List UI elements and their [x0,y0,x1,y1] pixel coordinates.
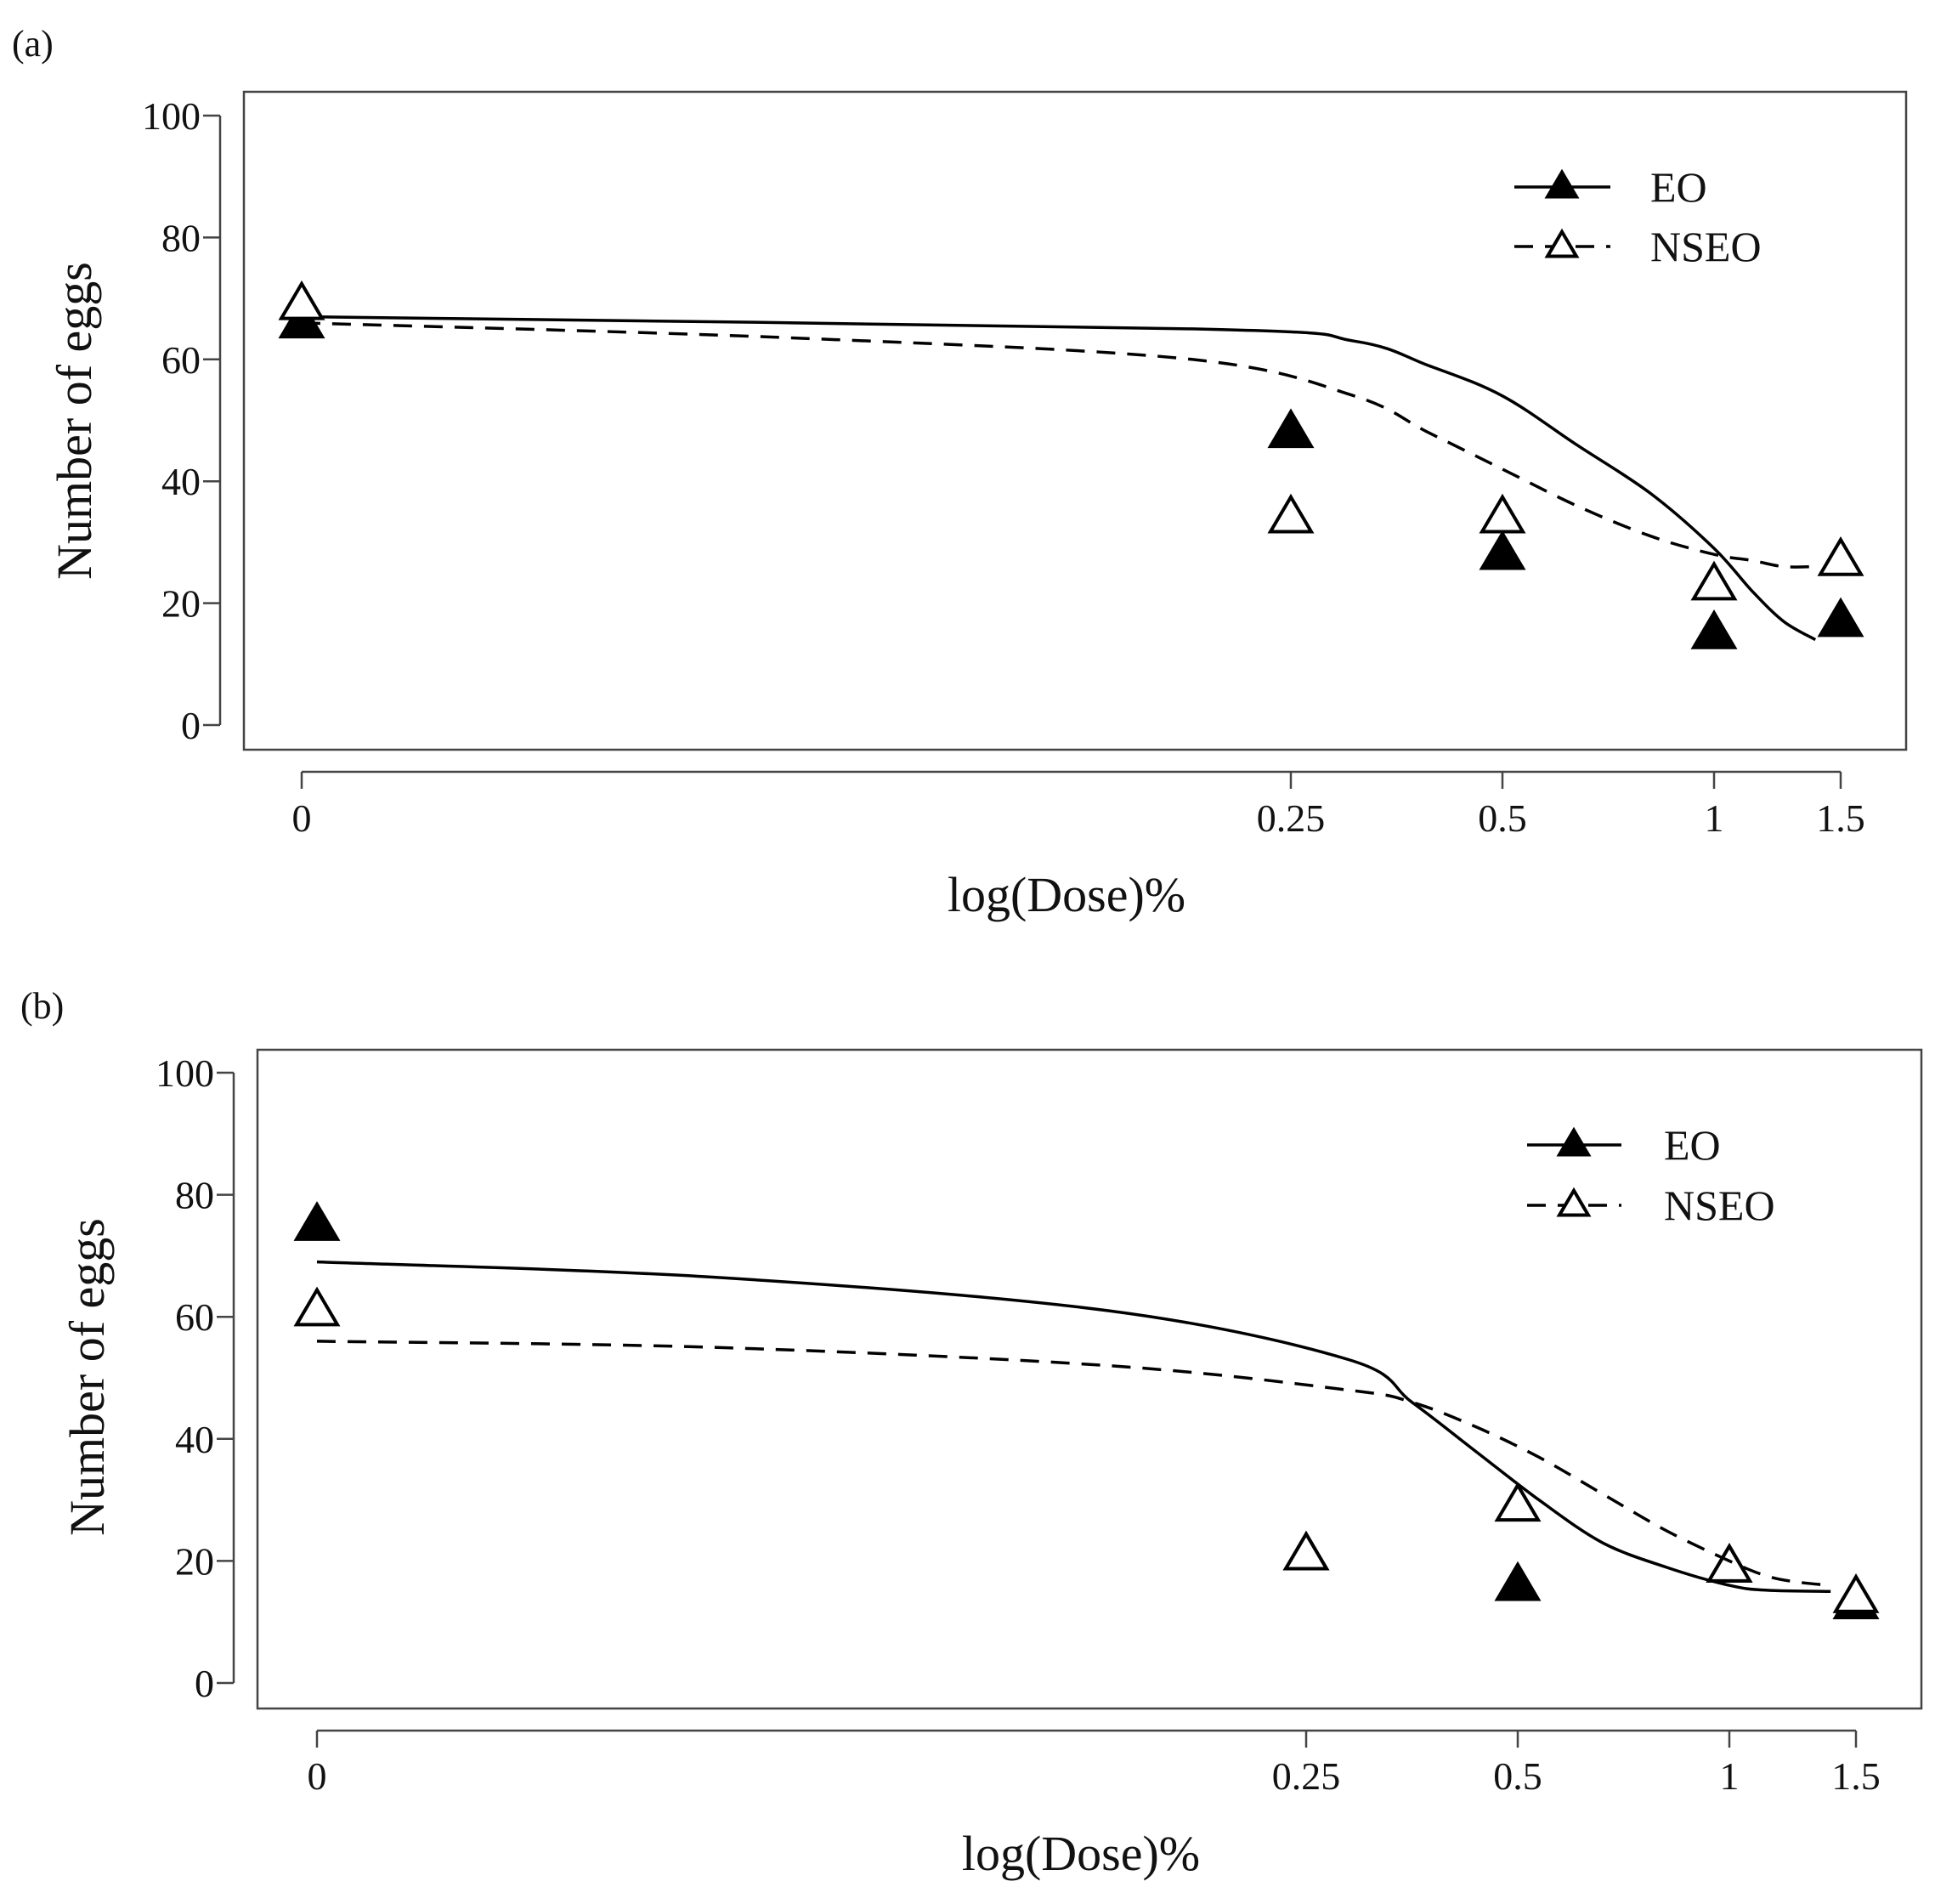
fitted-curve-nseo [316,1340,1831,1587]
x-tick-label: 0 [308,1754,327,1798]
y-tick-label: 80 [161,216,201,259]
y-axis-title: Number of eggs [47,262,102,580]
x-axis-title: log(Dose)% [948,867,1185,922]
data-point-nseo [278,280,325,320]
x-tick-label: 1.5 [1831,1754,1881,1798]
chart-panel-b: (b) 0 20 40 60 80 100 0 0.25 0.5 1 1.5 log(Dose)% Num… [20,985,1923,1881]
legend: EO NSEO [1527,1121,1775,1229]
series-eo [316,1260,1831,1594]
x-tick-label: 0.5 [1478,796,1527,840]
x-axis-title: log(Dose)% [962,1826,1200,1881]
y-tick-label: 0 [181,704,201,747]
data-point-nseo [1690,560,1738,601]
chart-panel-a: (a) 0 20 40 60 80 100 0 0.25 0.5 1 1.5 log(Dose)% Num… [12,23,1908,1619]
y-tick-label: 40 [175,1418,214,1461]
y-tick-label: 20 [175,1539,214,1583]
legend-marker-nseo [1544,228,1580,258]
x-tick-label: 0.25 [1257,796,1326,840]
legend-label-eo: EO [1664,1121,1721,1169]
y-tick-label: 0 [195,1662,214,1705]
x-tick-label: 0.5 [1493,1754,1542,1798]
x-tick-label: 1 [1705,796,1724,840]
series-nseo [278,280,1880,1613]
legend-label-nseo: NSEO [1650,223,1762,270]
data-point-nseo [1706,1543,1753,1583]
data-point-nseo [293,1286,341,1327]
data-point-nseo [1479,493,1526,534]
y-tick-label: 100 [142,94,201,138]
series-nseo [316,1340,1831,1587]
fitted-curve-nseo [301,321,1816,569]
x-tick-label: 1 [1720,1754,1740,1798]
y-tick-label: 100 [156,1051,214,1095]
legend-marker-eo [1556,1126,1592,1157]
plot-frame [242,90,1908,751]
y-tick-label: 60 [175,1295,214,1339]
series-eo [278,298,1880,1619]
panel-label: (a) [12,23,54,65]
legend: EO NSEO [1514,163,1762,270]
data-point-nseo [1282,1530,1330,1571]
data-point-nseo [1494,1482,1542,1522]
fitted-curve-eo [316,1260,1831,1594]
data-point-eo [1494,1561,1542,1601]
legend-marker-nseo [1556,1187,1592,1217]
x-tick-label: 1.5 [1816,796,1865,840]
data-point-nseo [1832,1573,1880,1613]
data-point-eo [1690,609,1738,649]
panel-label: (b) [20,985,64,1027]
data-point-nseo [1817,536,1864,576]
data-point-eo [293,1201,341,1241]
legend-label-eo: EO [1650,163,1707,211]
x-tick-label: 0 [292,796,312,840]
legend-marker-eo [1544,168,1580,199]
legend-label-nseo: NSEO [1664,1182,1775,1229]
y-tick-label: 60 [161,338,201,382]
data-point-eo [1267,408,1315,449]
data-point-eo [1479,530,1526,570]
data-point-nseo [1267,493,1315,534]
y-tick-label: 20 [161,582,201,626]
y-tick-label: 80 [175,1174,214,1217]
data-point-eo [1817,597,1864,638]
y-tick-label: 40 [161,460,201,503]
y-axis-title: Number of eggs [59,1218,115,1536]
fitted-curve-eo [301,314,1817,642]
plot-frame [256,1048,1923,1710]
x-tick-label: 0.25 [1272,1754,1341,1798]
